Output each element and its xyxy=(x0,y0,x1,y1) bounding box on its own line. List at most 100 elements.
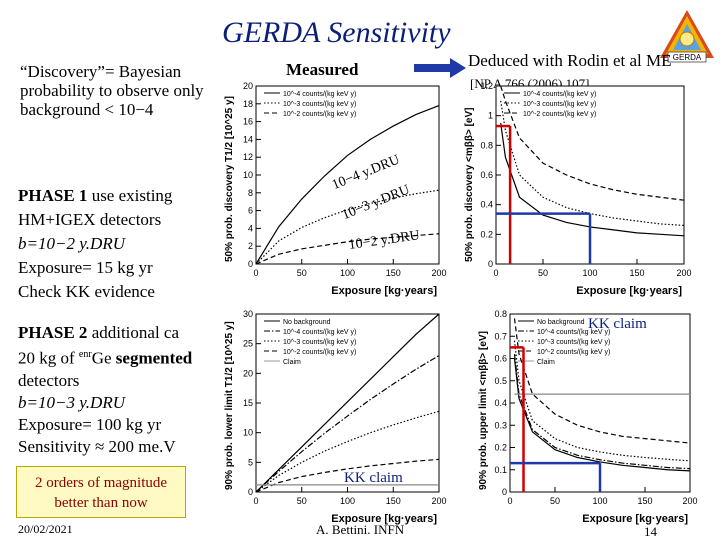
slide-title: GERDA Sensitivity xyxy=(222,16,451,49)
x-axis-label: Exposure [kg·years] xyxy=(576,285,682,297)
y-tick-label: 1 xyxy=(488,111,493,121)
legend-entry: 10^-2 counts/(kg keV y) xyxy=(283,349,356,356)
phase1-desc: use existing HM+IGEX detectors xyxy=(18,186,173,229)
x-tick-label: 0 xyxy=(507,496,512,506)
y-tick-label: 4 xyxy=(248,223,253,233)
x-axis-label: Exposure [kg·years] xyxy=(331,285,437,297)
y-tick-label: 6 xyxy=(248,206,253,216)
x-tick-label: 200 xyxy=(676,268,691,278)
series-line xyxy=(500,85,685,201)
kk-claim-label-lower: KK claim xyxy=(344,470,403,486)
y-axis-label: 50% prob. discovery T1/2 [10^25 y] xyxy=(224,96,235,262)
x-tick-label: 100 xyxy=(340,496,355,506)
x-tick-label: 200 xyxy=(682,496,697,506)
legend-entry: 10^-2 counts/(kg keV y) xyxy=(537,349,610,356)
x-tick-label: 100 xyxy=(582,268,597,278)
phase2-enr: enr xyxy=(78,349,92,360)
y-tick-label: 16 xyxy=(243,117,253,127)
series-line xyxy=(513,318,691,444)
series-line xyxy=(513,358,691,472)
y-tick-label: 0.2 xyxy=(494,443,507,453)
x-tick-label: 150 xyxy=(629,268,644,278)
phase2-detectors: detectors xyxy=(18,370,80,390)
series-line xyxy=(513,353,691,470)
y-tick-label: 0.8 xyxy=(480,140,493,150)
y-tick-label: 14 xyxy=(243,134,253,144)
y-tick-label: 20 xyxy=(243,81,253,91)
chart-limit-mass: 0 50 100 150 200 0 0.1 0.2 0.3 0.4 0.5 0.6 0.7 0.8 Exp… xyxy=(478,309,698,525)
series-line xyxy=(255,313,440,493)
legend-entry: No background xyxy=(537,319,585,326)
x-tick-label: 200 xyxy=(431,268,446,278)
x-tick-label: 150 xyxy=(386,268,401,278)
x-tick-label: 150 xyxy=(637,496,652,506)
series-line xyxy=(255,233,440,265)
x-axis-label: Exposure [kg·years] xyxy=(582,513,688,525)
deduced-label: Deduced with Rodin et al ME xyxy=(468,51,672,70)
phase1-check: Check KK evidence xyxy=(18,282,155,301)
series-line xyxy=(500,123,685,237)
discovery-definition: “Discovery”= Bayesian probability to obs… xyxy=(20,62,204,119)
phase1-heading: PHASE 1 xyxy=(18,186,88,205)
y-tick-label: 0.3 xyxy=(494,420,507,430)
legend-entry: 10^-2 counts/(kg keV y) xyxy=(283,111,356,118)
y-tick-label: 10 xyxy=(243,428,253,438)
y-tick-label: 10 xyxy=(243,170,253,180)
x-tick-label: 50 xyxy=(297,268,307,278)
x-tick-label: 100 xyxy=(592,496,607,506)
y-tick-label: 0 xyxy=(502,487,507,497)
x-tick-label: 50 xyxy=(550,496,560,506)
y-tick-label: 15 xyxy=(243,398,253,408)
y-tick-label: 0 xyxy=(248,259,253,269)
legend-entry: 10^-3 counts/(kg keV y) xyxy=(523,101,596,108)
y-axis-label: 50% prob. discovery <mββ> [eV] xyxy=(464,108,475,263)
legend-entry: 10^-3 counts/(kg keV y) xyxy=(283,339,356,346)
series-line xyxy=(255,355,440,493)
legend-entry: Claim xyxy=(537,359,555,366)
date: 20/02/2021 xyxy=(18,522,73,536)
legend-entry: 10^-4 counts/(kg keV y) xyxy=(523,91,596,98)
phase2-sensitivity: Sensitivity ≈ 200 me.V xyxy=(18,436,176,456)
legend-entry: 10^-3 counts/(kg keV y) xyxy=(537,339,610,346)
y-tick-label: 25 xyxy=(243,339,253,349)
legend-entry: No background xyxy=(283,319,331,326)
y-tick-label: 0.6 xyxy=(494,354,507,364)
y-tick-label: 0.4 xyxy=(480,200,493,210)
y-tick-label: 20 xyxy=(243,368,253,378)
chart-limit-halflife: 0 50 100 150 200 0 5 10 15 20 25 30 Exposure [kg·yea… xyxy=(224,309,447,525)
x-tick-label: 150 xyxy=(386,496,401,506)
y-tick-label: 0.1 xyxy=(494,465,507,475)
phase2-block: PHASE 2 additional ca 20 kg of enrGe seg… xyxy=(18,322,218,458)
footer-author: A. Bettini. INFN xyxy=(316,522,405,537)
legend-entry: 10^-4 counts/(kg keV y) xyxy=(537,329,610,336)
phase2-additional: additional ca xyxy=(91,323,180,342)
y-tick-label: 5 xyxy=(248,457,253,467)
legend-entry: 10^-4 counts/(kg keV y) xyxy=(283,91,356,98)
y-tick-label: 0.6 xyxy=(480,170,493,180)
x-tick-label: 0 xyxy=(253,268,258,278)
phase2-exposure: Exposure= 100 kg yr xyxy=(18,414,162,434)
chart-discovery-halflife: 0 50 100 150 200 0 2 4 6 8 10 12 14 16 18 20 Exposure [k… xyxy=(224,81,447,297)
phase2-bkg: b=10−3 y.DRU xyxy=(18,392,125,412)
x-axis-label: Exposure [kg·years] xyxy=(331,513,437,525)
y-tick-label: 0.2 xyxy=(480,229,493,239)
phase2-line1: PHASE 2 additional ca xyxy=(18,322,218,344)
phase2-mass: 20 kg of xyxy=(18,348,75,368)
phase2-segmented: segmented xyxy=(115,348,193,368)
series-line xyxy=(255,105,440,265)
y-tick-label: 2 xyxy=(248,241,253,251)
phase1-exposure: Exposure= 15 kg yr xyxy=(18,258,153,277)
series-line xyxy=(500,100,685,227)
x-tick-label: 200 xyxy=(431,496,446,506)
x-tick-label: 100 xyxy=(340,268,355,278)
y-tick-label: 30 xyxy=(243,309,253,319)
x-tick-label: 50 xyxy=(297,496,307,506)
y-tick-label: 0.8 xyxy=(494,309,507,319)
y-tick-label: 0.4 xyxy=(494,398,507,408)
page-number: 14 xyxy=(644,524,657,539)
series-line xyxy=(255,458,440,493)
highlight-box: 2 orders of magnitude better than now xyxy=(16,466,186,518)
logo-text: GERDA xyxy=(673,53,702,62)
y-tick-label: 0 xyxy=(248,487,253,497)
y-tick-label: 8 xyxy=(248,188,253,198)
